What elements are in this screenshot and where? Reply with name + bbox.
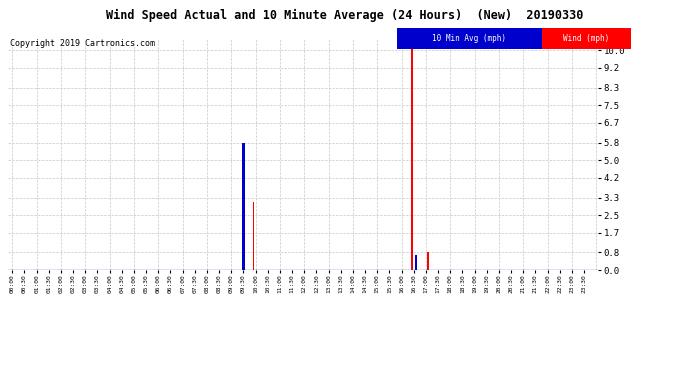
Text: Copyright 2019 Cartronics.com: Copyright 2019 Cartronics.com [10, 39, 155, 48]
Text: 10 Min Avg (mph): 10 Min Avg (mph) [432, 34, 506, 43]
Bar [411, 46, 413, 270]
Text: Wind (mph): Wind (mph) [563, 34, 610, 43]
Bar [242, 142, 245, 270]
Bar [253, 202, 255, 270]
Bar [427, 252, 428, 270]
Bar [415, 255, 417, 270]
Text: Wind Speed Actual and 10 Minute Average (24 Hours)  (New)  20190330: Wind Speed Actual and 10 Minute Average … [106, 9, 584, 22]
